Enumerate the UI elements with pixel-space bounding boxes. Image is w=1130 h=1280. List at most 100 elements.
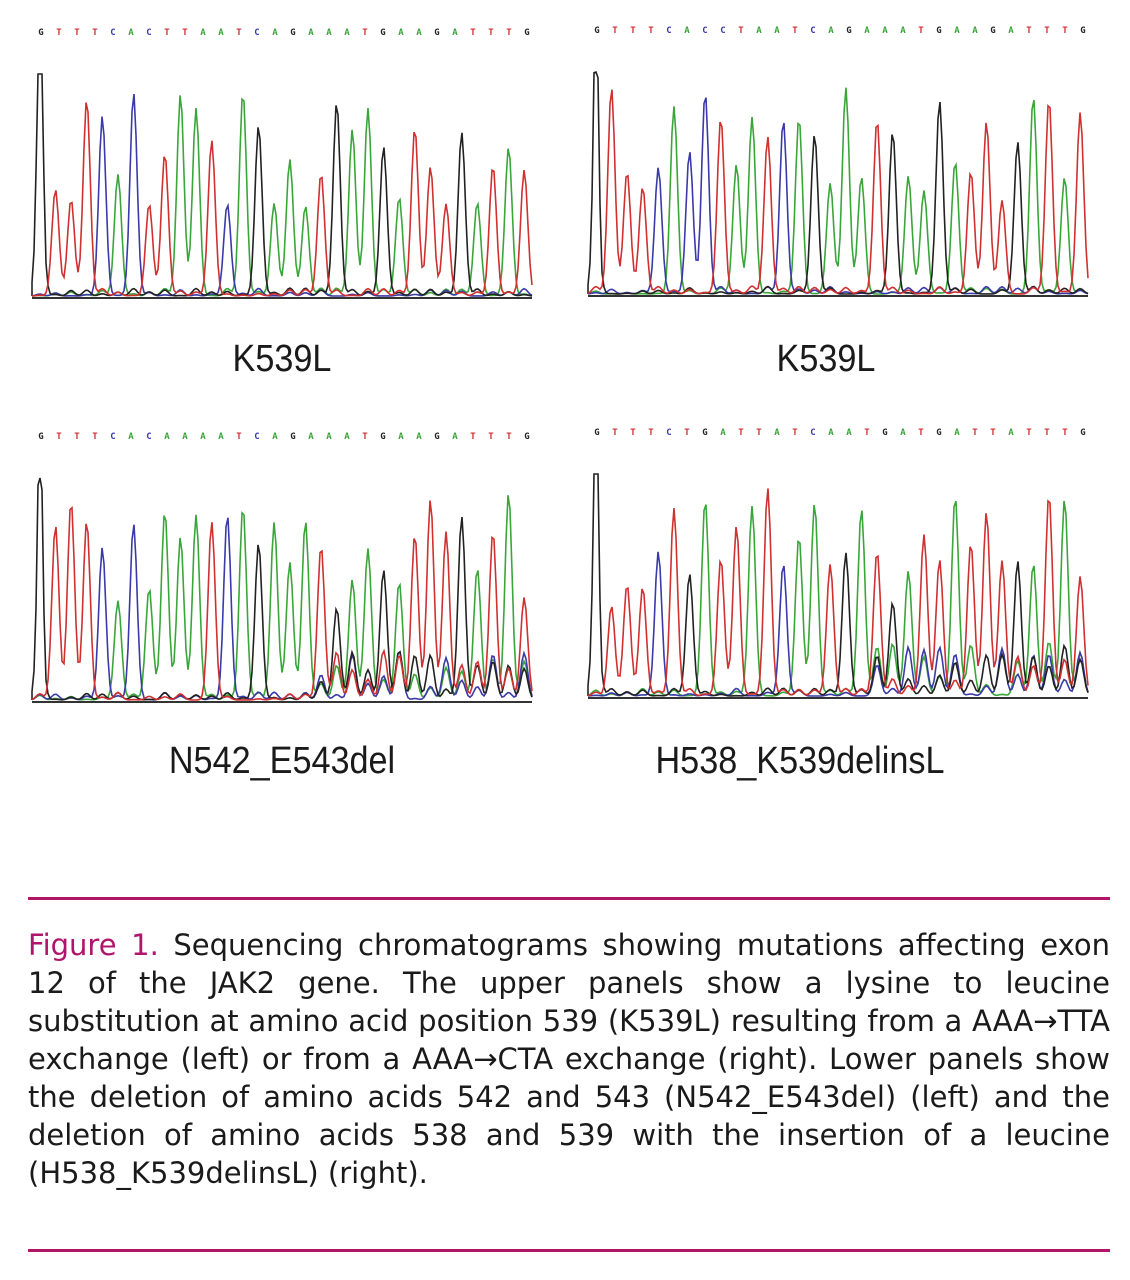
base-letter: T	[56, 28, 62, 38]
base-letter: T	[1062, 26, 1068, 36]
base-letter: A	[684, 26, 690, 36]
base-letter: A	[308, 28, 314, 38]
chromatogram-panel-1: GTTTCACTTAATCAGAAATGAAGATTTGATAT K539L	[31, 28, 533, 388]
trace-t	[31, 500, 533, 701]
base-letter: G	[1080, 428, 1086, 438]
mutation-label: K539L	[232, 338, 332, 380]
base-letter: A	[972, 26, 978, 36]
base-letter: C	[146, 432, 152, 442]
figure-caption: Figure 1. Sequencing chromatograms showi…	[28, 926, 1110, 1192]
sequence-readout: GTTTCACCTAATCAGAAATGAAGATTTGATAT	[588, 26, 1088, 42]
base-letter: T	[1044, 428, 1050, 438]
mutation-label: K539L	[776, 338, 876, 380]
base-letter: A	[954, 428, 960, 438]
chromatogram-trace	[587, 473, 1089, 699]
base-letter: A	[398, 28, 404, 38]
sequence-readout: GTTTCACAAAATCAGAAATGAAGATTTGATAT	[32, 432, 532, 448]
chromatogram-panel-2: GTTTCACCTAATCAGAAATGAAGATTTGATAT K539L	[587, 26, 1089, 386]
base-letter: T	[236, 28, 242, 38]
base-letter: A	[398, 432, 404, 442]
base-letter: C	[720, 26, 726, 36]
base-letter: A	[200, 28, 206, 38]
base-letter: C	[702, 26, 708, 36]
chromatogram-panel-3: GTTTCACAAAATCAGAAATGAAGATTTGATAT N542_E5…	[31, 432, 533, 792]
base-letter: A	[900, 428, 906, 438]
base-letter: A	[128, 28, 134, 38]
base-letter: T	[630, 428, 636, 438]
base-letter: C	[110, 432, 116, 442]
base-letter: T	[488, 28, 494, 38]
base-letter: T	[74, 432, 80, 442]
base-letter: T	[918, 428, 924, 438]
base-letter: T	[236, 432, 242, 442]
base-letter: G	[1080, 26, 1086, 36]
base-letter: A	[954, 26, 960, 36]
base-letter: A	[828, 26, 834, 36]
base-letter: C	[666, 428, 672, 438]
base-letter: T	[1026, 428, 1032, 438]
base-letter: T	[92, 28, 98, 38]
trace-t	[587, 488, 1089, 697]
base-letter: T	[362, 432, 368, 442]
base-letter: C	[810, 428, 816, 438]
base-letter: G	[702, 428, 708, 438]
base-letter: A	[452, 432, 458, 442]
base-letter: C	[254, 28, 260, 38]
base-letter: T	[792, 428, 798, 438]
mutation-label: H538_K539delinsL	[655, 740, 945, 782]
base-letter: A	[128, 432, 134, 442]
chromatogram-panel-4: GTTTCTGATTATCAATGATGATTATTTGATAT H538_K5…	[587, 428, 1089, 788]
base-letter: T	[488, 432, 494, 442]
base-letter: C	[254, 432, 260, 442]
trace-g	[31, 73, 533, 297]
base-letter: T	[182, 28, 188, 38]
base-letter: T	[506, 432, 512, 442]
base-letter: A	[900, 26, 906, 36]
base-letter: G	[524, 432, 530, 442]
base-letter: G	[846, 26, 852, 36]
trace-c	[31, 94, 533, 297]
base-letter: G	[594, 26, 600, 36]
base-letter: T	[56, 432, 62, 442]
base-letter: T	[1026, 26, 1032, 36]
base-letter: T	[918, 26, 924, 36]
base-letter: A	[1008, 428, 1014, 438]
base-letter: A	[416, 28, 422, 38]
base-letter: A	[272, 432, 278, 442]
base-letter: G	[594, 428, 600, 438]
base-letter: T	[92, 432, 98, 442]
trace-a	[31, 495, 533, 701]
base-letter: A	[344, 432, 350, 442]
base-letter: A	[452, 28, 458, 38]
base-letter: T	[738, 428, 744, 438]
chromatogram-trace	[31, 477, 533, 703]
base-letter: T	[470, 432, 476, 442]
base-letter: T	[470, 28, 476, 38]
base-letter: T	[630, 26, 636, 36]
base-letter: G	[38, 28, 44, 38]
base-letter: A	[326, 28, 332, 38]
trace-c	[587, 551, 1089, 697]
base-letter: T	[972, 428, 978, 438]
trace-t	[31, 102, 533, 297]
base-letter: A	[164, 432, 170, 442]
base-letter: A	[218, 28, 224, 38]
base-letter: G	[936, 26, 942, 36]
base-letter: A	[882, 26, 888, 36]
base-letter: T	[648, 428, 654, 438]
caption-text: Sequencing chromatograms showing mutatio…	[28, 928, 1110, 1190]
chromatogram-trace	[587, 70, 1089, 297]
base-letter: T	[648, 26, 654, 36]
base-letter: T	[990, 428, 996, 438]
base-letter: A	[756, 26, 762, 36]
trace-t	[587, 89, 1089, 295]
base-letter: T	[362, 28, 368, 38]
base-letter: T	[164, 28, 170, 38]
base-letter: C	[810, 26, 816, 36]
trace-g	[587, 473, 1089, 697]
base-letter: T	[738, 26, 744, 36]
base-letter: G	[434, 432, 440, 442]
base-letter: A	[416, 432, 422, 442]
base-letter: A	[200, 432, 206, 442]
base-letter: A	[720, 428, 726, 438]
